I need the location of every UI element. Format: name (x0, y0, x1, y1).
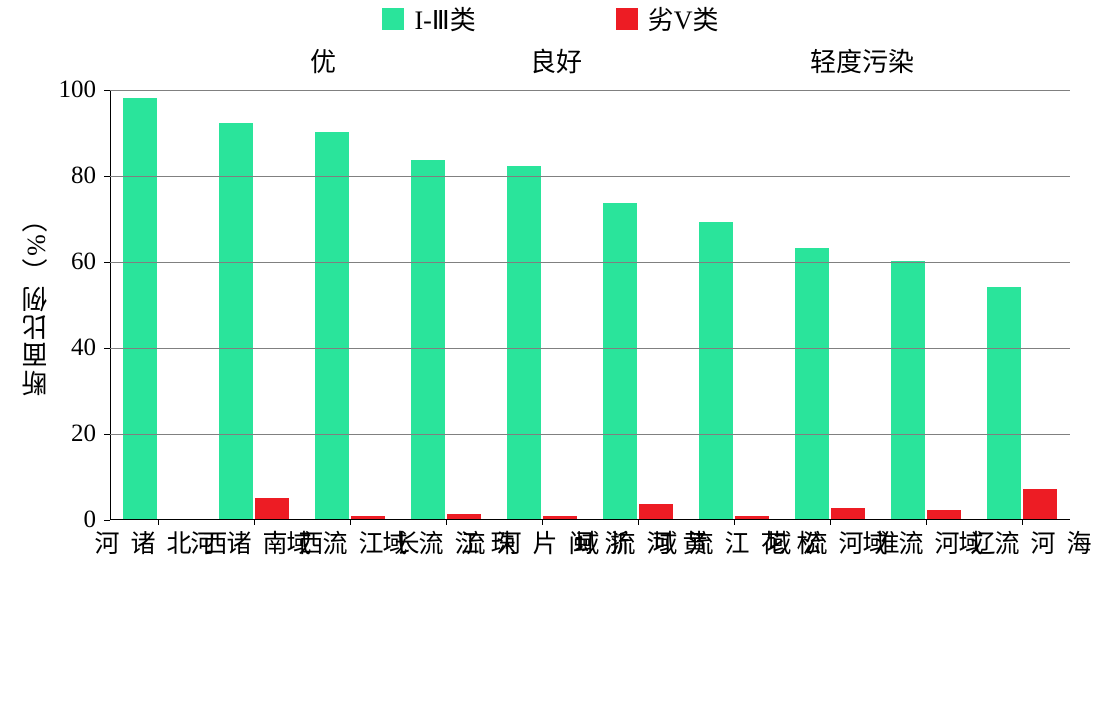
bar-series2 (255, 498, 289, 520)
bar-series2 (351, 516, 385, 519)
gridline (110, 348, 1070, 349)
y-tick-mark (104, 90, 110, 91)
bar-series2 (927, 510, 961, 519)
bar-series2 (447, 514, 481, 519)
legend-swatch-series1 (382, 8, 404, 30)
plot-area: 020406080100 (110, 90, 1070, 520)
x-tick-mark (830, 519, 831, 525)
gridline (110, 176, 1070, 177)
group-label: 轻度污染 (810, 42, 914, 79)
y-tick-mark (104, 434, 110, 435)
gridline (110, 90, 1070, 91)
bar-series1 (699, 222, 733, 519)
gridline (110, 262, 1070, 263)
y-tick-label: 80 (71, 162, 96, 190)
water-quality-chart: I-Ⅲ类 劣V类 优良好轻度污染 断面比例（%） 020406080100 西北… (0, 0, 1101, 710)
bar-series2 (735, 516, 769, 519)
bar-series1 (507, 166, 541, 519)
x-tick-mark (1022, 519, 1023, 525)
x-tick-mark (254, 519, 255, 525)
bar-series2 (831, 508, 865, 519)
x-tick-mark (542, 519, 543, 525)
x-tick-mark (350, 519, 351, 525)
y-tick-mark (104, 348, 110, 349)
bar-series1 (987, 287, 1021, 519)
x-axis-label: 海河流域 (950, 530, 1094, 557)
bar-series2 (1023, 489, 1057, 519)
bar-series1 (123, 98, 157, 519)
group-label: 优 (310, 42, 336, 79)
y-tick-mark (104, 176, 110, 177)
legend-item-series2: 劣V类 (616, 0, 719, 37)
bar-series2 (639, 504, 673, 519)
bar-series1 (891, 261, 925, 519)
x-tick-mark (734, 519, 735, 525)
y-tick-mark (104, 262, 110, 263)
legend-swatch-series2 (616, 8, 638, 30)
bar-series1 (315, 132, 349, 519)
y-tick-label: 100 (59, 76, 97, 104)
bar-series1 (795, 248, 829, 519)
legend-item-series1: I-Ⅲ类 (382, 0, 475, 37)
bar-series1 (219, 123, 253, 519)
bar-series2 (543, 516, 577, 519)
x-tick-mark (638, 519, 639, 525)
gridline (110, 434, 1070, 435)
y-axis-label: 断面比例（%） (18, 204, 55, 396)
bars-layer (110, 90, 1070, 519)
x-tick-mark (446, 519, 447, 525)
group-label: 良好 (530, 42, 582, 79)
y-tick-mark (104, 520, 110, 521)
y-tick-label: 20 (71, 420, 96, 448)
x-tick-mark (926, 519, 927, 525)
chart-legend: I-Ⅲ类 劣V类 (0, 0, 1101, 37)
bar-series1 (603, 203, 637, 519)
legend-label-series2: 劣V类 (648, 0, 719, 37)
y-tick-label: 60 (71, 248, 96, 276)
bar-series1 (411, 160, 445, 519)
x-tick-mark (158, 519, 159, 525)
y-tick-label: 40 (71, 334, 96, 362)
legend-label-series1: I-Ⅲ类 (414, 0, 475, 37)
